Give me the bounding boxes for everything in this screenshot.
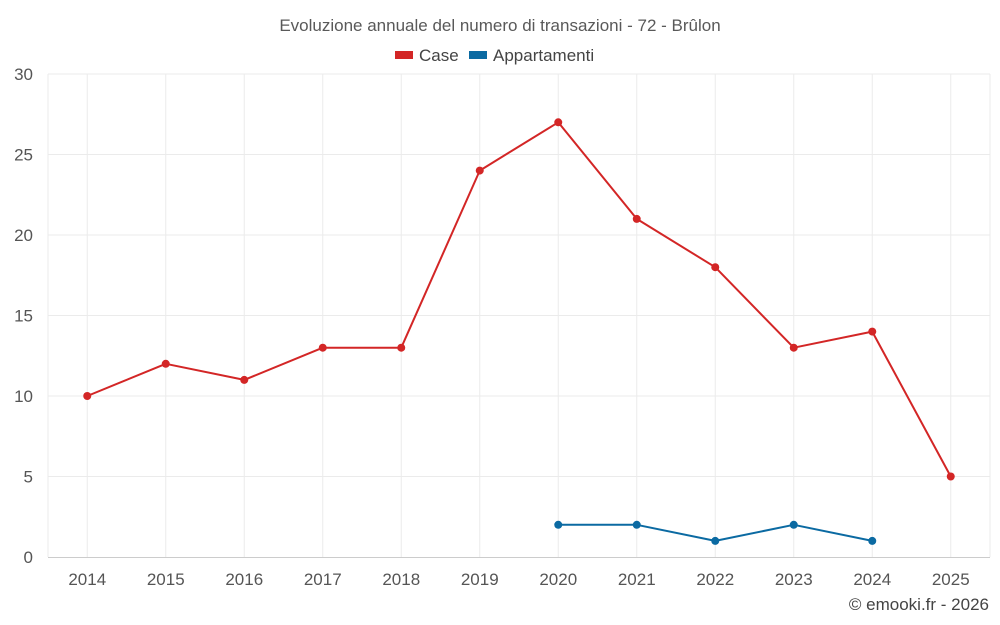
legend-item-appartamenti[interactable]: Appartamenti (469, 46, 594, 65)
x-tick-label: 2019 (461, 570, 499, 589)
data-point-case-2023[interactable] (789, 343, 798, 352)
y-tick-label: 10 (14, 387, 33, 406)
y-tick-label: 20 (14, 226, 33, 245)
data-point-case-2024[interactable] (868, 327, 877, 336)
legend-swatch-appartamenti (469, 51, 487, 59)
x-tick-label: 2015 (147, 570, 185, 589)
data-point-case-2015[interactable] (161, 359, 170, 368)
series-case (83, 118, 955, 481)
y-tick-label: 30 (14, 65, 33, 84)
data-point-appartamenti-2024[interactable] (868, 536, 877, 545)
data-point-case-2019[interactable] (475, 166, 484, 175)
legend-swatch-case (395, 51, 413, 59)
data-point-case-2025[interactable] (946, 472, 955, 481)
y-tick-label: 15 (14, 307, 33, 326)
data-point-case-2021[interactable] (632, 214, 641, 223)
data-point-appartamenti-2020[interactable] (554, 520, 563, 529)
data-point-case-2016[interactable] (240, 375, 249, 384)
x-tick-label: 2016 (225, 570, 263, 589)
x-tick-label: 2020 (539, 570, 577, 589)
x-tick-label: 2018 (382, 570, 420, 589)
legend-label-appartamenti: Appartamenti (493, 46, 594, 65)
series-line-case (86, 121, 952, 477)
data-point-case-2020[interactable] (554, 118, 563, 127)
legend-item-case[interactable]: Case (395, 46, 459, 65)
credit-text: © emooki.fr - 2026 (849, 595, 989, 614)
x-tick-label: 2017 (304, 570, 342, 589)
data-point-case-2018[interactable] (397, 343, 406, 352)
legend-label-case: Case (419, 46, 459, 65)
data-point-case-2017[interactable] (318, 343, 327, 352)
x-axis-ticks: 2014 2015 2016 2017 2018 2019 2020 2021 2022 2023… (68, 570, 969, 589)
y-tick-label: 5 (24, 468, 33, 487)
grid (47, 73, 991, 557)
y-tick-label: 25 (14, 146, 33, 165)
data-point-appartamenti-2021[interactable] (632, 520, 641, 529)
data-point-appartamenti-2023[interactable] (789, 520, 798, 529)
legend: Case Appartamenti (395, 46, 594, 65)
x-tick-label: 2022 (696, 570, 734, 589)
x-tick-label: 2014 (68, 570, 106, 589)
series-appartamenti (554, 520, 877, 545)
x-tick-label: 2023 (775, 570, 813, 589)
series (83, 118, 955, 545)
data-point-case-2022[interactable] (711, 263, 720, 272)
y-axis-ticks: 0 5 10 15 20 25 30 (14, 65, 33, 567)
data-point-case-2014[interactable] (83, 392, 92, 400)
data-point-appartamenti-2022[interactable] (711, 536, 720, 545)
x-tick-label: 2024 (853, 570, 891, 589)
x-tick-label: 2021 (618, 570, 656, 589)
chart-title: Evoluzione annuale del numero di transaz… (279, 16, 720, 35)
y-tick-label: 0 (24, 548, 33, 567)
x-tick-label: 2025 (932, 570, 970, 589)
